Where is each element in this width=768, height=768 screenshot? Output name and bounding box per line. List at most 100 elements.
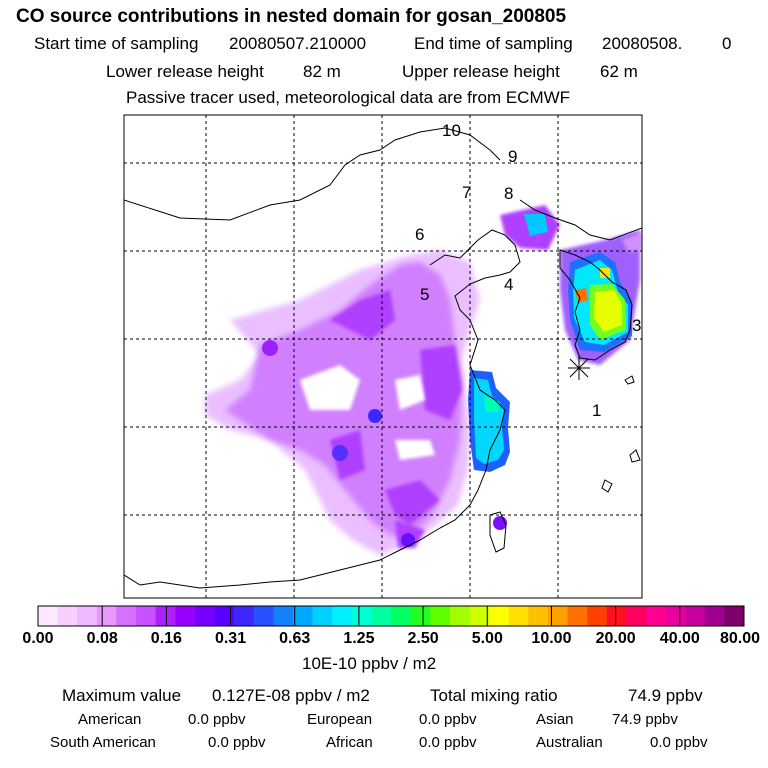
region-label: 3 <box>632 316 641 335</box>
coastlines <box>124 127 642 589</box>
colorbar-cell <box>626 606 647 626</box>
colorbar-tick-label: 2.50 <box>407 630 439 647</box>
colorbar-cell <box>312 606 333 626</box>
colorbar-cell <box>253 606 274 626</box>
end-time-value: 20080508. <box>602 34 683 53</box>
colorbar-tick-label: 0.00 <box>22 630 54 647</box>
colorbar-tick-label: 5.00 <box>471 630 503 647</box>
region-label: 9 <box>508 147 517 166</box>
concentration-field <box>205 205 642 555</box>
region-label: 6 <box>415 225 424 244</box>
colorbar-cell <box>175 606 196 626</box>
colorbar-unit: 10E-10 ppbv / m2 <box>302 654 437 673</box>
colorbar-cell <box>704 606 725 626</box>
colorbar-tick-label: 20.00 <box>595 630 636 647</box>
lower-release-value: 82 m <box>303 62 341 81</box>
upper-release-label: Upper release height <box>402 62 560 81</box>
region-label: 4 <box>504 275 513 294</box>
colorbar-cell <box>410 606 431 626</box>
region-value: 0.0 ppbv <box>208 734 266 751</box>
coastal-band-cyan <box>474 378 504 464</box>
region-name: South American <box>50 734 156 751</box>
colorbar-cell <box>567 606 588 626</box>
northeast-spot <box>524 214 548 236</box>
colorbar-ticks <box>37 606 745 626</box>
taiwan-coast <box>489 511 507 553</box>
colorbar-cell <box>214 606 235 626</box>
colorbar-cell <box>508 606 529 626</box>
map-frame <box>123 114 643 599</box>
region-value: 0.0 ppbv <box>419 711 477 728</box>
colorbar-tick-label: 1.25 <box>343 630 375 647</box>
colorbar-cell <box>351 606 372 626</box>
page-title: CO source contributions in nested domain… <box>16 6 567 27</box>
end-time-suffix: 0 <box>722 34 732 53</box>
region-label: 5 <box>420 285 429 304</box>
korea-coast <box>559 249 633 361</box>
region-label: 8 <box>504 184 513 203</box>
colorbar-cell <box>489 606 509 626</box>
source-contribution-map: 1 3 4 5 6 7 8 9 10 <box>123 114 643 599</box>
region-value: 0.0 ppbv <box>188 711 246 728</box>
region-value: 0.0 ppbv <box>650 734 708 751</box>
start-time-value: 20080507.210000 <box>229 34 367 53</box>
colorbar-cells <box>38 606 745 626</box>
max-value-label: Maximum value <box>62 686 182 705</box>
colorbar-cell <box>430 606 451 626</box>
colorbar-cell <box>547 606 568 626</box>
region-label: 10 <box>442 121 461 140</box>
blue-spot <box>401 533 415 547</box>
bohai-coast <box>429 239 479 266</box>
colorbar-tick-label: 80.00 <box>719 630 761 647</box>
korea-field-orange <box>575 288 588 303</box>
island-coast <box>629 449 641 463</box>
china-coast <box>124 229 521 589</box>
colorbar-tick-label: 0.16 <box>150 630 182 647</box>
colorbar-cell <box>587 606 608 626</box>
total-mixing-value: 74.9 ppbv <box>628 686 703 705</box>
far-northeast-field <box>622 232 642 252</box>
coastal-band-green <box>484 396 500 412</box>
colorbar-cell <box>645 606 666 626</box>
colorbar-cell <box>469 606 490 626</box>
colorbar-cell <box>38 606 58 626</box>
purple-spot <box>262 340 278 356</box>
colorbar-cell <box>665 606 686 626</box>
total-mixing-label: Total mixing ratio <box>430 686 558 705</box>
northeast-border <box>519 199 642 241</box>
colorbar-cell <box>273 606 294 626</box>
colorbar-cell <box>292 606 313 626</box>
colorbar-cell <box>371 606 392 626</box>
violet-patches <box>330 290 462 548</box>
region-name: European <box>307 711 373 728</box>
colorbar-cell <box>57 606 78 626</box>
region-labels: 1 3 4 5 6 7 8 9 10 <box>415 121 641 420</box>
colorbar-tick-label: 0.31 <box>214 630 247 647</box>
region-name: American <box>78 711 142 728</box>
colorbar-cell <box>77 606 98 626</box>
colorbar-cell <box>332 606 353 626</box>
lower-release-label: Lower release height <box>106 62 264 81</box>
end-time-label: End time of sampling <box>414 34 573 53</box>
colorbar <box>37 605 745 627</box>
colorbar-cell <box>449 606 470 626</box>
island-coast <box>624 375 635 385</box>
colorbar-tick-label: 10.00 <box>531 630 572 647</box>
colorbar-cell <box>724 606 745 626</box>
region-value: 0.0 ppbv <box>419 734 477 751</box>
blue-spot <box>332 445 348 461</box>
colorbar-cell <box>155 606 176 626</box>
korea-field-yellow <box>594 290 622 332</box>
region-name: Asian <box>536 711 574 728</box>
colorbar-cell <box>391 606 411 626</box>
region-label: 7 <box>462 183 471 202</box>
colorbar-tick-label: 40.00 <box>659 630 700 647</box>
colorbar-cell <box>116 606 137 626</box>
upper-release-value: 62 m <box>600 62 638 81</box>
colorbar-cell <box>528 606 549 626</box>
max-value: 0.127E-08 ppbv / m2 <box>212 686 370 705</box>
colorbar-cell <box>136 606 156 626</box>
region-label: 1 <box>592 401 601 420</box>
blue-spot <box>368 409 382 423</box>
island-coast <box>601 479 613 493</box>
